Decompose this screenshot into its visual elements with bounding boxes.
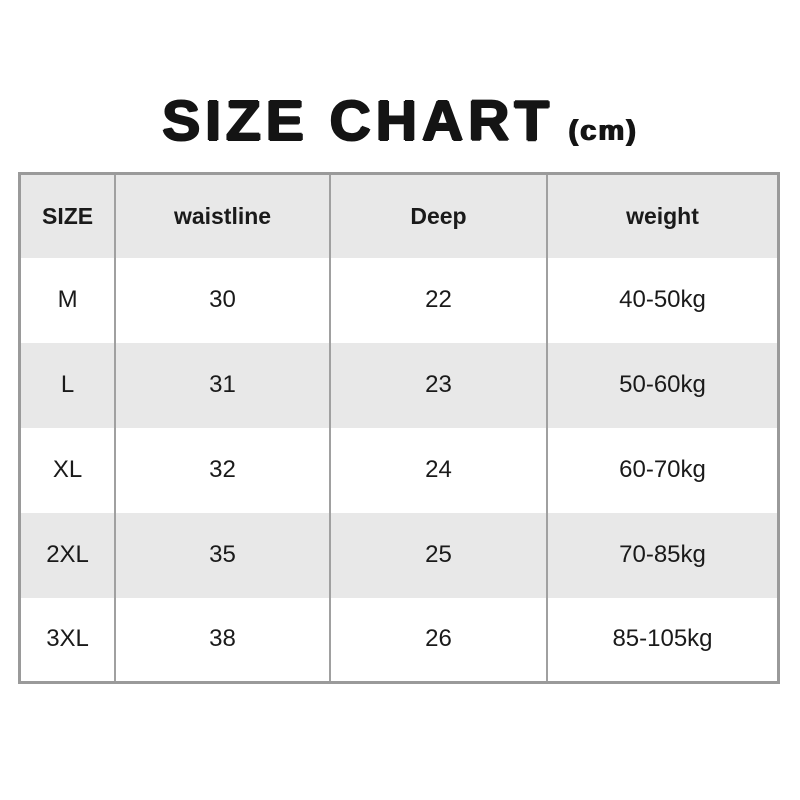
column-header-size: SIZE xyxy=(19,173,116,258)
column-header-weight: weight xyxy=(545,173,779,258)
cell-weight: 40-50kg xyxy=(545,257,779,343)
cell-weight: 85-105kg xyxy=(545,597,779,683)
cell-waist: 32 xyxy=(114,427,330,513)
cell-deep: 23 xyxy=(328,342,547,428)
cell-size: L xyxy=(19,342,116,428)
cell-size: XL xyxy=(19,427,116,513)
table-row-2xl: 2XL 35 25 70-85kg xyxy=(19,512,779,598)
cell-deep: 26 xyxy=(328,597,547,683)
table-row-xl: XL 32 24 60-70kg xyxy=(19,427,779,513)
page-title: SIZE CHART (cm) xyxy=(0,88,800,154)
column-header-deep: Deep xyxy=(328,173,547,258)
cell-deep: 22 xyxy=(328,257,547,343)
page-title-text: SIZE CHART xyxy=(162,89,555,153)
page-title-unit: (cm) xyxy=(568,115,638,147)
table-row-m: M 30 22 40-50kg xyxy=(19,257,779,343)
cell-size: 2XL xyxy=(19,512,116,598)
cell-waist: 38 xyxy=(114,597,330,683)
column-header-waistline: waistline xyxy=(114,173,330,258)
table-header-row: SIZE waistline Deep weight xyxy=(19,173,779,258)
table-row-l: L 31 23 50-60kg xyxy=(19,342,779,428)
cell-deep: 24 xyxy=(328,427,547,513)
cell-waist: 35 xyxy=(114,512,330,598)
cell-deep: 25 xyxy=(328,512,547,598)
size-table: SIZE waistline Deep weight M 30 22 40-50… xyxy=(18,172,780,684)
cell-size: M xyxy=(19,257,116,343)
table-row-3xl: 3XL 38 26 85-105kg xyxy=(19,597,779,683)
cell-size: 3XL xyxy=(19,597,116,683)
cell-weight: 50-60kg xyxy=(545,342,779,428)
cell-waist: 31 xyxy=(114,342,330,428)
cell-weight: 60-70kg xyxy=(545,427,779,513)
cell-waist: 30 xyxy=(114,257,330,343)
cell-weight: 70-85kg xyxy=(545,512,779,598)
